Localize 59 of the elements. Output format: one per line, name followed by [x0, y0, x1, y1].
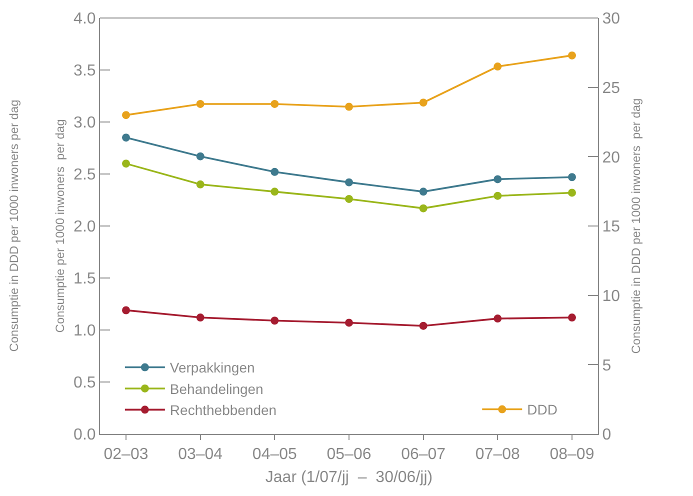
legend-label: DDD — [527, 402, 558, 418]
point — [196, 100, 204, 108]
x-tick-label: 04–05 — [252, 446, 298, 464]
y-tick-label: 1.0 — [74, 322, 96, 340]
point — [270, 188, 279, 196]
y2-tick-label: 5 — [602, 357, 612, 374]
x-axis-title: Jaar (1/07/jj – 30/06/jj) — [265, 468, 433, 486]
x-tick-label: 02–03 — [104, 446, 148, 464]
point — [270, 316, 279, 325]
x-tick-label: 08–09 — [550, 446, 594, 464]
point — [122, 306, 130, 314]
y2-tick-label: 20 — [602, 149, 620, 166]
point — [568, 173, 576, 182]
x-tick-label: 03–04 — [178, 446, 223, 464]
point — [270, 100, 279, 108]
point — [494, 62, 502, 71]
point — [122, 134, 130, 142]
point — [494, 314, 502, 323]
point — [345, 318, 353, 327]
x-tick-label: 07–08 — [475, 446, 520, 464]
text: Consumptie in DDD per 1000 inwoners per dag — [6, 100, 21, 352]
y-tick-label: 0.5 — [74, 374, 96, 392]
point — [419, 204, 428, 212]
point — [568, 188, 576, 197]
point — [568, 314, 576, 322]
y-tick-label: 2.5 — [74, 166, 96, 184]
point — [419, 98, 428, 107]
point — [345, 178, 353, 186]
point — [196, 314, 204, 322]
legend-label: Behandelingen — [170, 380, 264, 397]
point — [568, 51, 576, 60]
point — [196, 152, 204, 160]
y-tick-label: 1.5 — [74, 270, 96, 288]
y2-tick-label: 25 — [602, 80, 620, 97]
point — [494, 175, 502, 184]
legend-label: Rechthebbenden — [170, 402, 277, 418]
point — [122, 111, 130, 120]
y-tick-label: 3.5 — [74, 62, 96, 80]
point — [345, 194, 353, 203]
x-tick-label: 06–07 — [401, 446, 446, 464]
y2-axis-title: Consumptie in DDD per 1000 inwoners per dag — [629, 98, 643, 354]
y-tick-label: 0.0 — [74, 426, 96, 444]
y2-tick-label: 30 — [602, 10, 620, 28]
point — [345, 102, 353, 111]
y2-tick-label: 10 — [602, 288, 620, 305]
y-axis-title: Consumptie per 1000 inwoners per dag — [52, 119, 67, 333]
point — [196, 180, 204, 188]
legend-label: Verpakkingen — [170, 360, 255, 376]
y-tick-label: 2.0 — [74, 218, 96, 236]
x-tick-label: 05–06 — [326, 446, 372, 464]
y-tick-label: 3.0 — [74, 114, 96, 132]
point — [419, 322, 428, 330]
point — [419, 188, 428, 196]
y2-tick-label: 15 — [602, 218, 620, 236]
point — [122, 160, 130, 168]
point — [494, 192, 502, 200]
y2-tick-label: 0 — [602, 426, 612, 444]
y-tick-label: 4.0 — [74, 10, 96, 28]
point — [270, 168, 279, 176]
